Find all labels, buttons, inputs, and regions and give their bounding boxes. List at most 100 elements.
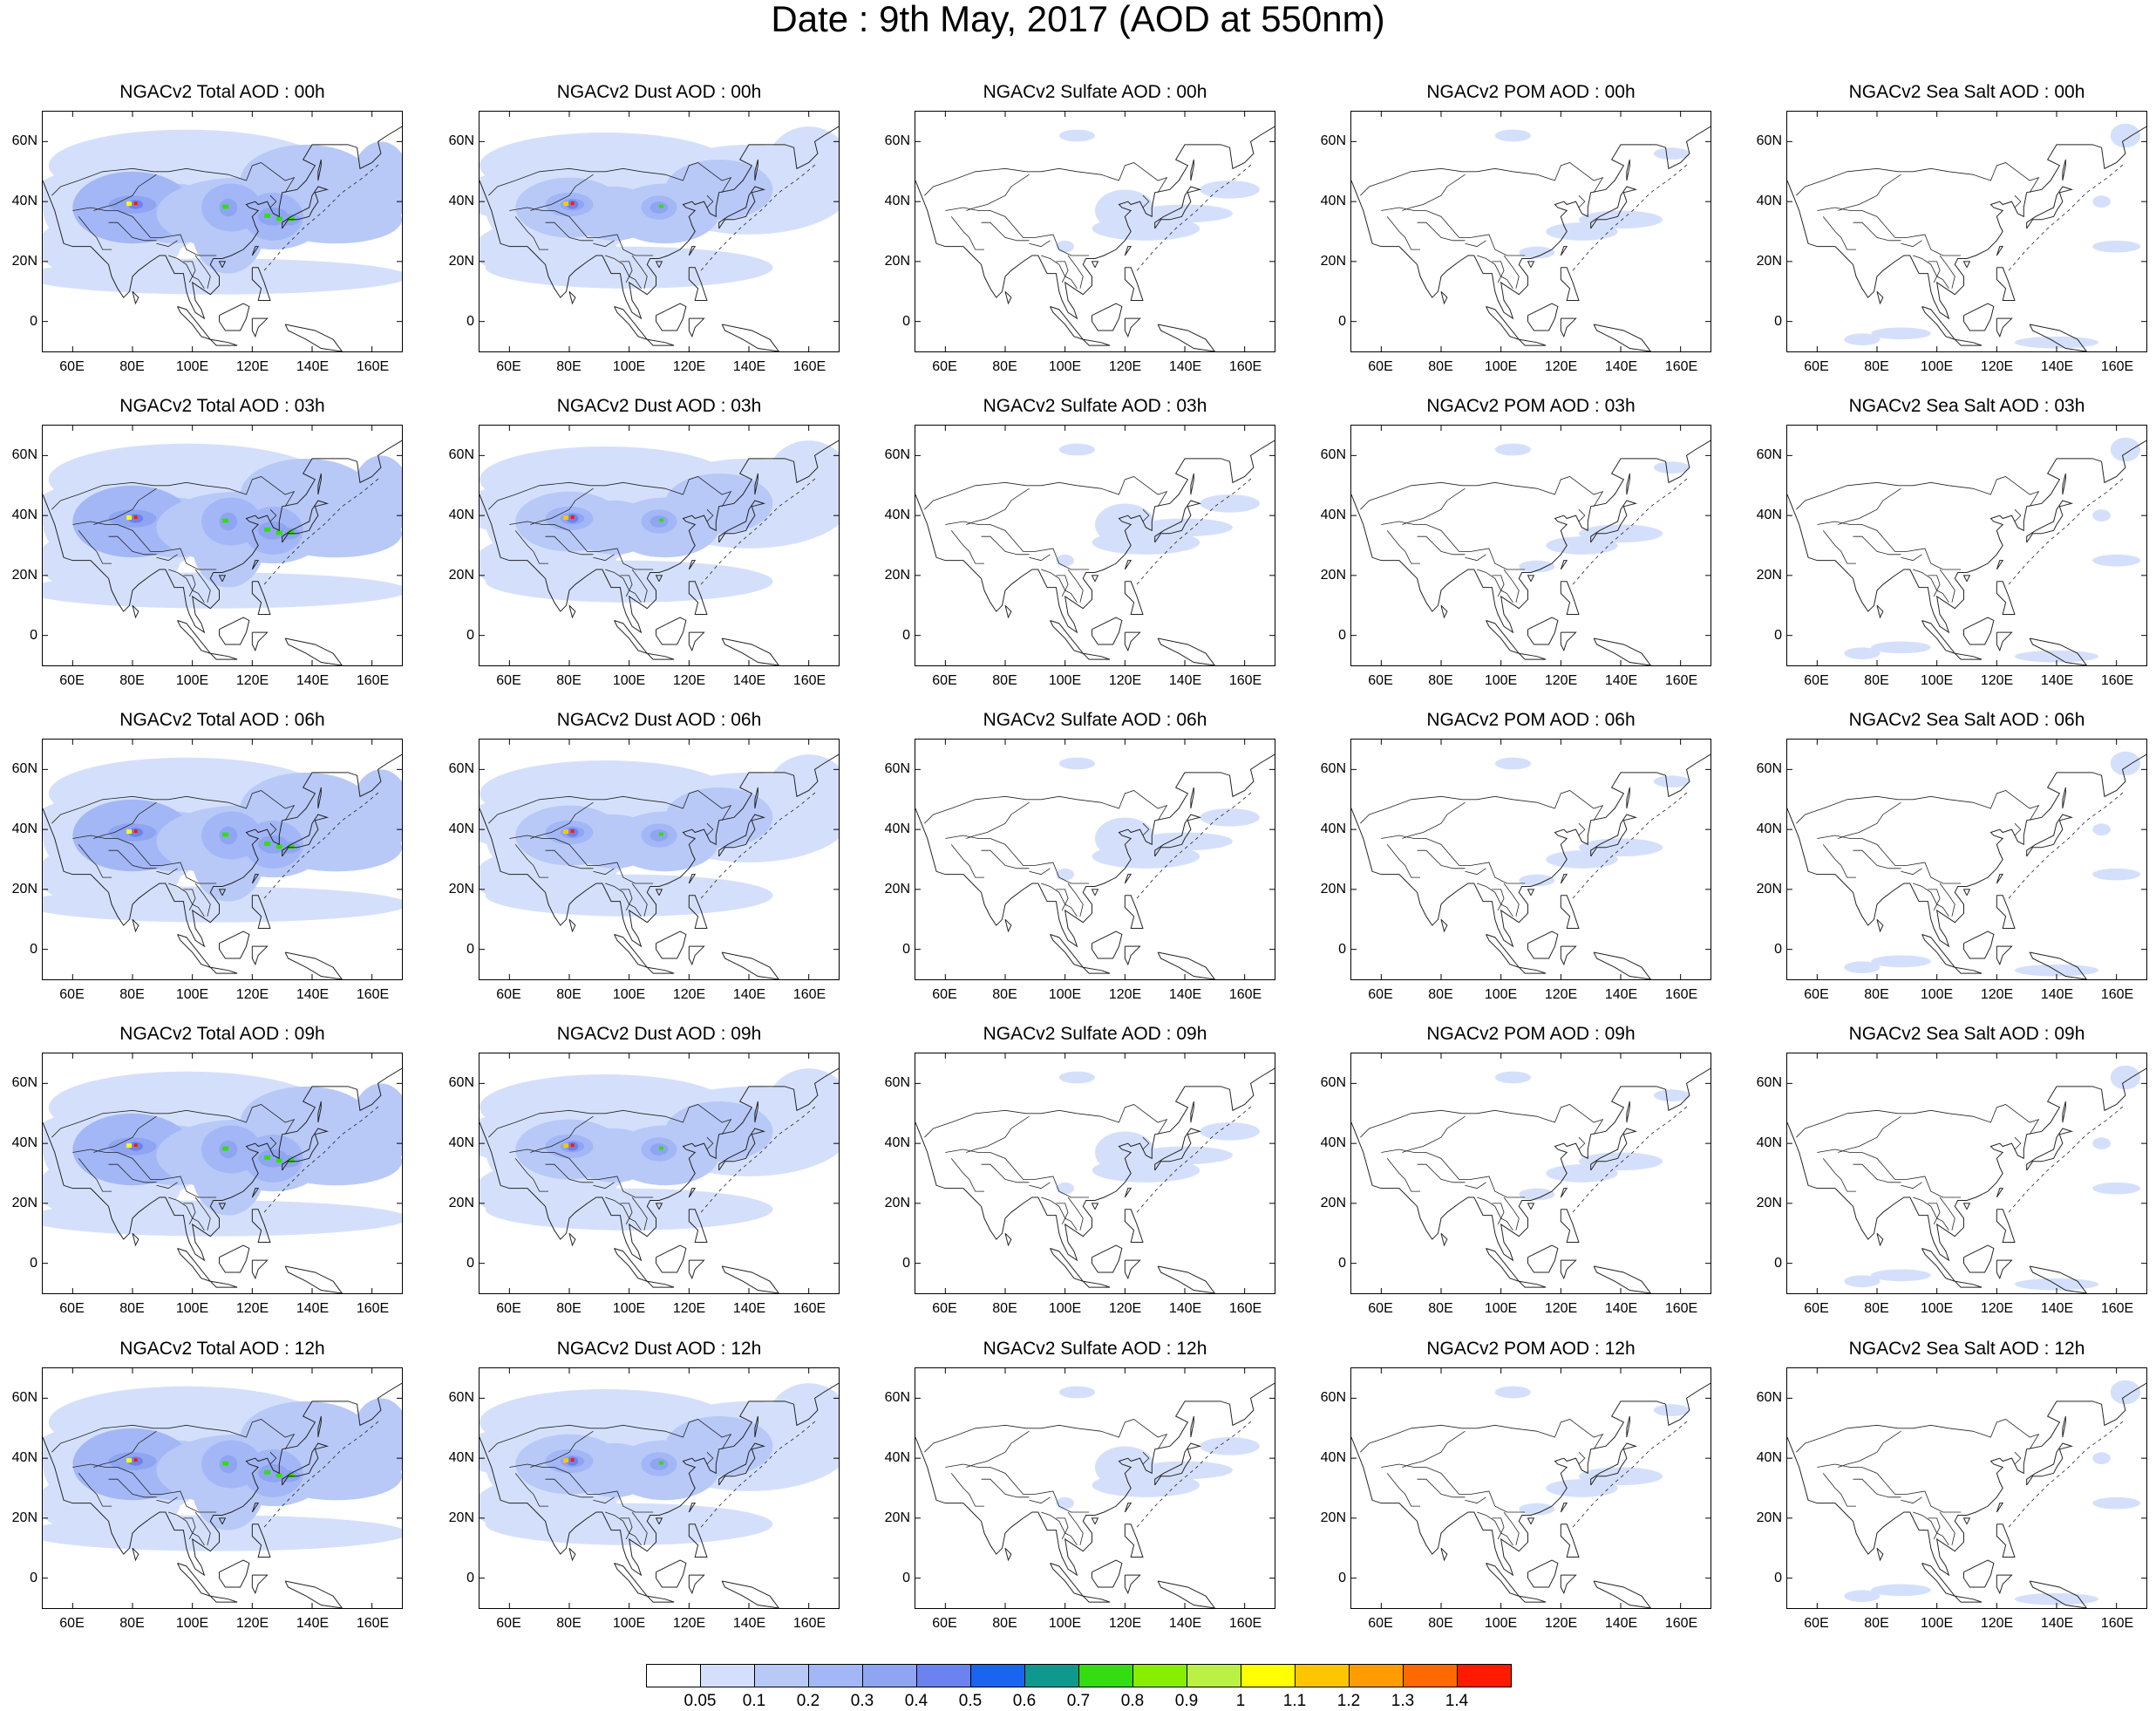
lon-tick-label: 160E [792, 359, 826, 374]
panel-title: NGACv2 Sulfate AOD : 09h [983, 1024, 1207, 1044]
aod-field [43, 129, 402, 295]
map-panel-total [42, 425, 403, 666]
panel-title: NGACv2 Total AOD : 03h [119, 396, 325, 416]
coastlines [1787, 440, 2146, 665]
coastlines [915, 440, 1275, 665]
lat-tick-label: 40N [448, 507, 474, 522]
lon-tick-label: 160E [1228, 987, 1262, 1002]
lon-tick-label: 160E [356, 987, 390, 1002]
lat-tick-label: 40N [11, 507, 37, 522]
lon-tick-label: 80E [119, 359, 145, 374]
colorbar-tick-label: 0.7 [1066, 1692, 1091, 1710]
coastlines [1351, 1382, 1711, 1608]
lon-tick-label: 80E [992, 359, 1017, 374]
lat-tick-label: 40N [884, 1449, 910, 1465]
lon-tick-label: 120E [235, 1301, 269, 1316]
lat-tick-label: 60N [884, 133, 910, 148]
lon-tick-label: 60E [1804, 1616, 1829, 1631]
coastlines [43, 126, 402, 351]
lon-tick-label: 100E [612, 1616, 646, 1631]
lon-tick-label: 60E [1804, 673, 1829, 688]
lat-tick-label: 60N [1756, 446, 1782, 462]
lon-tick-label: 160E [356, 673, 390, 688]
lat-tick-label: 0 [1338, 1571, 1346, 1586]
lon-tick-label: 100E [1920, 359, 1954, 374]
map-panel-dust [479, 425, 840, 666]
lon-tick-label: 160E [356, 1301, 390, 1316]
aod-field [479, 126, 839, 289]
lon-tick-label: 140E [1604, 987, 1638, 1002]
lat-tick-label: 40N [1756, 1449, 1782, 1465]
coastlines [1351, 440, 1711, 665]
panel-title: NGACv2 Sea Salt AOD : 12h [1848, 1339, 2085, 1359]
lat-tick-label: 0 [466, 314, 474, 330]
colorbar-cell [1295, 1664, 1350, 1687]
lon-tick-label: 140E [2040, 359, 2074, 374]
colorbar-cell [970, 1664, 1025, 1687]
lon-tick-label: 120E [672, 987, 706, 1002]
lat-tick-label: 20N [1320, 1196, 1346, 1211]
lon-tick-label: 120E [672, 359, 706, 374]
lon-tick-label: 140E [732, 673, 766, 688]
panel-title: NGACv2 POM AOD : 03h [1426, 396, 1636, 416]
lon-tick-label: 160E [1228, 359, 1262, 374]
colorbar-tick-label: 0.1 [742, 1692, 766, 1710]
lon-tick-label: 160E [1664, 1301, 1698, 1316]
lat-tick-label: 0 [1774, 1571, 1782, 1586]
aod-field [479, 1068, 839, 1230]
lon-tick-label: 60E [1804, 359, 1829, 374]
aod-field [1056, 757, 1260, 881]
lat-tick-label: 60N [1320, 1389, 1346, 1405]
map-panel-pom [1350, 111, 1711, 352]
lat-tick-label: 20N [11, 254, 37, 269]
lon-tick-label: 60E [496, 359, 521, 374]
coastlines [1787, 1382, 2146, 1608]
lat-tick-label: 60N [11, 760, 37, 776]
lon-tick-label: 80E [992, 987, 1017, 1002]
lon-tick-label: 80E [1428, 1301, 1453, 1316]
lon-tick-label: 100E [175, 673, 209, 688]
lon-tick-label: 100E [1920, 673, 1954, 688]
lon-tick-label: 80E [556, 359, 582, 374]
lat-tick-label: 20N [448, 882, 474, 897]
aod-field [479, 754, 839, 917]
lat-tick-label: 60N [884, 1389, 910, 1405]
lon-tick-label: 80E [1864, 987, 1889, 1002]
lat-tick-label: 0 [30, 1256, 37, 1271]
colorbar-tick-label: 0.05 [684, 1692, 717, 1710]
lon-tick-label: 160E [792, 1301, 826, 1316]
lon-tick-label: 140E [1168, 359, 1202, 374]
lon-tick-label: 140E [1168, 1616, 1202, 1631]
aod-field [1844, 1065, 2141, 1291]
coastlines [915, 1382, 1275, 1608]
map-panel-total [42, 1053, 403, 1294]
lat-tick-label: 20N [1756, 568, 1782, 583]
map-panel-sulfate [915, 425, 1275, 666]
lon-tick-label: 140E [1604, 673, 1638, 688]
lon-tick-label: 120E [1108, 359, 1142, 374]
lon-tick-label: 120E [1980, 673, 2014, 688]
lon-tick-label: 60E [59, 359, 85, 374]
lon-tick-label: 160E [1228, 1616, 1262, 1631]
lat-tick-label: 40N [1756, 507, 1782, 522]
lat-tick-label: 60N [1320, 1074, 1346, 1090]
lon-tick-label: 120E [1544, 359, 1578, 374]
lat-tick-label: 40N [884, 507, 910, 522]
lat-tick-label: 20N [1320, 882, 1346, 897]
lon-tick-label: 80E [556, 673, 582, 688]
map-panel-sulfate [915, 739, 1275, 980]
lon-tick-label: 140E [732, 359, 766, 374]
map-panel-pom [1350, 425, 1711, 666]
lon-tick-label: 120E [1980, 987, 2014, 1002]
lon-tick-label: 80E [1864, 1616, 1889, 1631]
lat-tick-label: 40N [884, 193, 910, 208]
lon-tick-label: 80E [556, 1616, 582, 1631]
lon-tick-label: 160E [1228, 673, 1262, 688]
aod-field [43, 1386, 402, 1551]
lat-tick-label: 60N [448, 1074, 474, 1090]
coastlines [479, 1382, 839, 1608]
colorbar-tick-label: 0.4 [904, 1692, 928, 1710]
lat-tick-label: 20N [448, 1196, 474, 1211]
map-panel-dust [479, 739, 840, 980]
map-panel-total [42, 739, 403, 980]
